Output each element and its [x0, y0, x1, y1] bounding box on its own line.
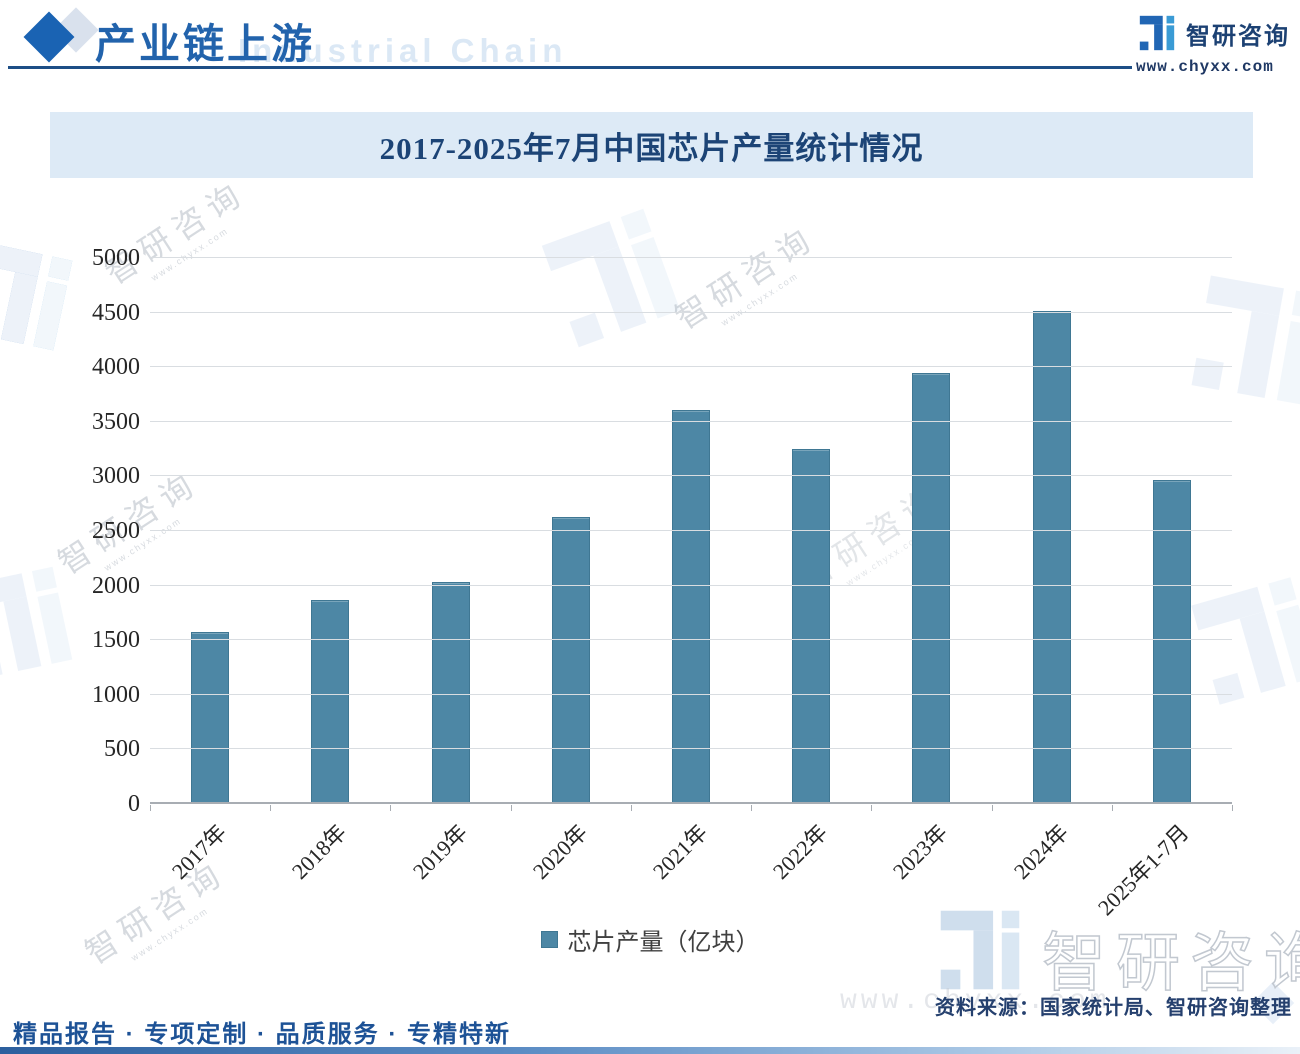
y-axis-labels: 0 500 1000 1500 2000 2500 3000 3500 4000 4500 5000	[48, 245, 140, 817]
x-label-slot: 2021年	[631, 806, 751, 916]
x-tick-label: 2020年	[527, 819, 592, 884]
gridline	[150, 639, 1232, 641]
gridline	[150, 420, 1232, 422]
x-label-slot: 2025年1-7月	[1092, 806, 1232, 921]
y-tick-label: 4000	[92, 354, 140, 381]
gridline	[150, 748, 1232, 750]
x-axis-line	[150, 802, 1232, 804]
footer-accent-bar	[0, 1047, 1300, 1054]
brand-block: 智研咨询 www.chyxx.com	[1136, 12, 1296, 76]
x-label-slot: 2020年	[511, 806, 631, 916]
brand-name: 智研咨询	[1186, 22, 1290, 50]
bar-slot	[390, 257, 510, 803]
y-tick-label: 5000	[92, 245, 140, 271]
y-tick-label: 0	[128, 791, 140, 817]
gridline	[150, 366, 1232, 368]
y-tick-label: 1500	[92, 627, 140, 654]
bar-slot	[270, 257, 390, 803]
y-tick-label: 3000	[92, 463, 140, 490]
bar-2023年	[912, 372, 951, 803]
legend-label: 芯片产量（亿块）	[567, 929, 760, 956]
x-axis-tick	[510, 805, 512, 811]
x-label-slot: 2017年	[150, 806, 270, 916]
x-label-slot: 2019年	[390, 806, 510, 916]
page-title: 产业链上游	[95, 21, 315, 67]
bar-slot	[751, 257, 871, 803]
page-header: Industrial Chain 产业链上游 智研咨询 www.chyxx.co…	[0, 0, 1300, 90]
bar-2020年	[551, 517, 590, 803]
chart-title-band: 2017-2025年7月中国芯片产量统计情况	[50, 112, 1253, 178]
x-tick-label: 2022年	[768, 819, 833, 884]
x-tick-label: 2024年	[1008, 819, 1073, 884]
chart-title: 2017-2025年7月中国芯片产量统计情况	[379, 130, 924, 166]
bar-slot	[992, 257, 1112, 803]
bar-2022年	[792, 448, 831, 803]
bar-slot	[511, 257, 631, 803]
brand-logo-icon	[1139, 15, 1175, 51]
bar-2019年	[431, 581, 470, 803]
y-tick-label: 2500	[92, 518, 140, 544]
y-tick-label: 4500	[92, 299, 140, 326]
x-axis-tick	[270, 805, 272, 811]
bar-2024年	[1032, 310, 1071, 803]
header-rule	[8, 66, 1132, 69]
x-tick-label: 2018年	[287, 819, 352, 884]
gridline	[150, 530, 1232, 531]
x-label-slot: 2023年	[871, 806, 991, 916]
x-axis-tick	[630, 805, 632, 811]
gridline	[150, 693, 1232, 695]
plot-area	[150, 257, 1233, 811]
x-tick-label: 2021年	[647, 819, 713, 884]
bar-2025年1-7月	[1152, 480, 1191, 803]
gridline	[150, 584, 1232, 586]
x-axis-tick	[1232, 805, 1233, 811]
footer-slogan: 精品报告 · 专项定制 · 品质服务 · 专精特新	[13, 1021, 511, 1048]
data-source-text: 资料来源：国家统计局、智研咨询整理	[935, 997, 1292, 1019]
legend-swatch	[540, 931, 558, 948]
gridline	[150, 475, 1232, 477]
x-axis-tick	[1111, 805, 1113, 811]
brand-site-url: www.chyxx.com	[1136, 58, 1274, 76]
x-axis-labels: 2017年 2018年 2019年 2020年 2021年 2022年 2023年 2024年…	[150, 806, 1232, 921]
x-axis-tick	[390, 805, 392, 811]
chart-legend: 芯片产量（亿块）	[0, 922, 1300, 957]
bar-2017年	[191, 631, 230, 803]
x-axis-tick	[751, 805, 753, 811]
x-axis-tick	[991, 805, 993, 811]
x-axis-tick	[150, 805, 151, 811]
bar-2021年	[671, 410, 710, 803]
gridline	[150, 257, 1232, 258]
gridline	[150, 311, 1232, 313]
x-tick-label: 2017年	[166, 819, 232, 884]
y-tick-label: 500	[104, 736, 140, 763]
y-tick-label: 2000	[92, 572, 140, 599]
x-tick-label: 2023年	[888, 819, 953, 884]
x-tick-label: 2019年	[407, 819, 472, 884]
bar-slot	[150, 257, 270, 803]
y-tick-label: 3500	[92, 408, 140, 435]
x-label-slot: 2022年	[751, 806, 871, 916]
bar-2018年	[311, 599, 350, 803]
y-tick-label: 1000	[92, 681, 140, 708]
bar-slot	[871, 257, 991, 803]
x-label-slot: 2018年	[270, 806, 390, 916]
x-axis-tick	[871, 805, 873, 811]
